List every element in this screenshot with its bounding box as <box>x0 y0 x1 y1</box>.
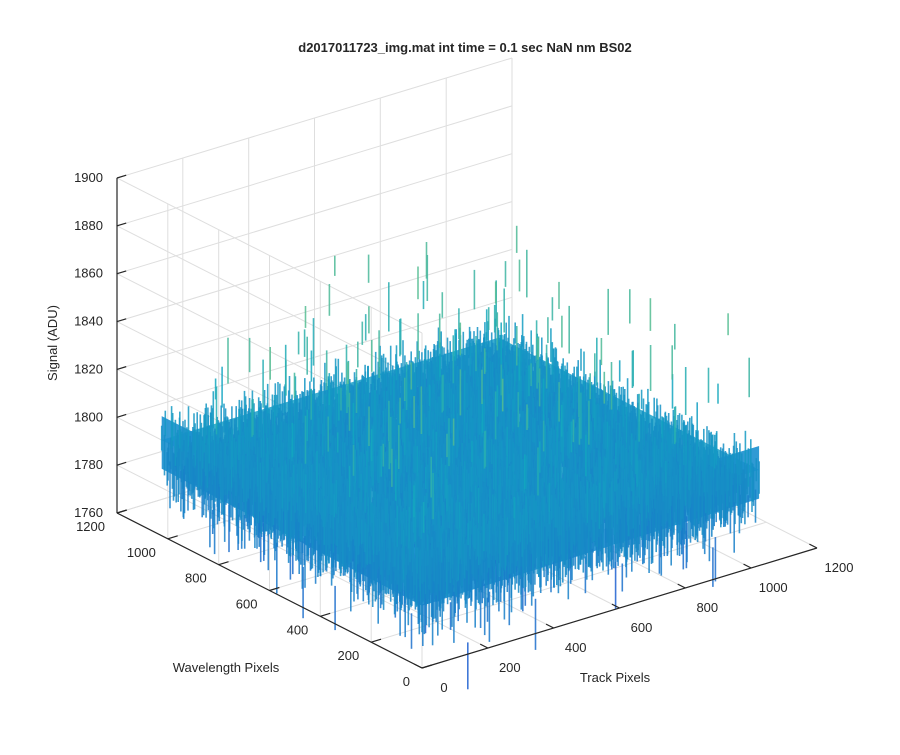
chart-title: d2017011723_img.mat int time = 0.1 sec N… <box>298 40 631 55</box>
surface-layer <box>162 226 759 690</box>
